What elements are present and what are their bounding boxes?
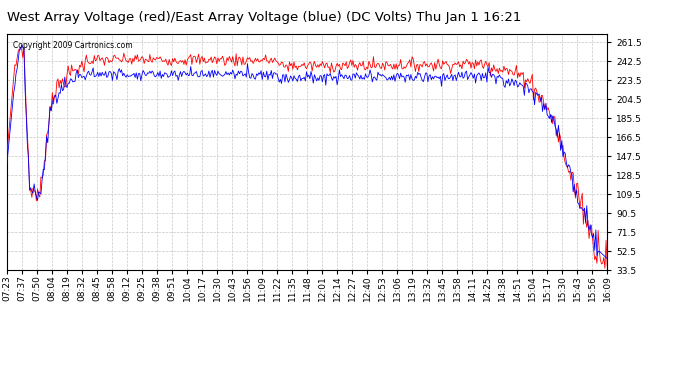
- Text: Copyright 2009 Cartronics.com: Copyright 2009 Cartronics.com: [13, 41, 132, 50]
- Text: West Array Voltage (red)/East Array Voltage (blue) (DC Volts) Thu Jan 1 16:21: West Array Voltage (red)/East Array Volt…: [7, 11, 521, 24]
